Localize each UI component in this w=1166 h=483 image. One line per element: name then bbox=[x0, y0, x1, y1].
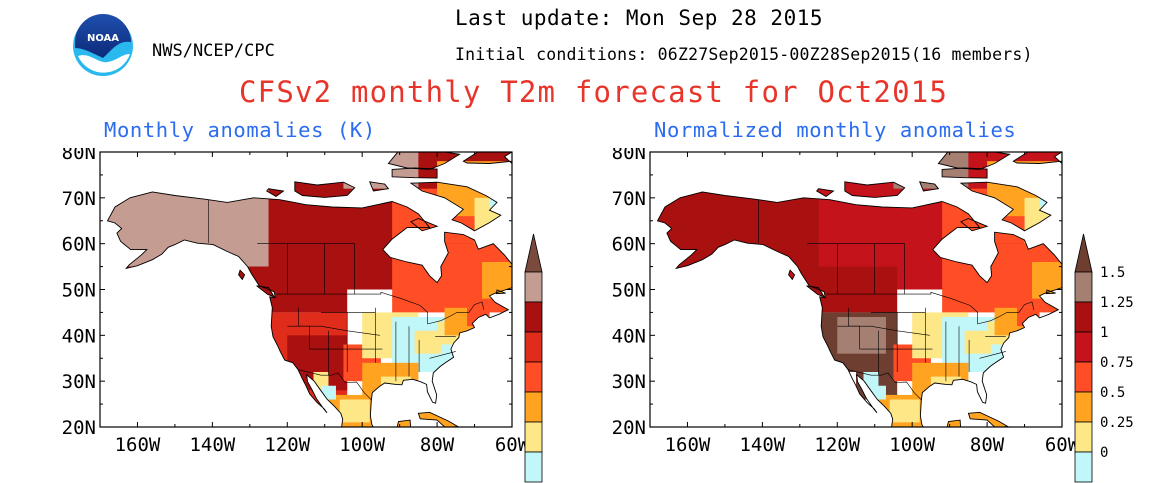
panel-right-title: Normalized monthly anomalies bbox=[654, 118, 1017, 142]
anomaly-cell bbox=[964, 330, 991, 354]
anomaly-map-left: 80N 70N 60N 50N 40N 30N 20N 160W 140W 120W 100W 80W… bbox=[62, 148, 543, 483]
colorbar-segment bbox=[1074, 301, 1093, 333]
colorbar-label: 1.5 bbox=[1100, 265, 1125, 281]
noaa-logo-text: NOAA bbox=[87, 33, 119, 44]
colorbar-label: 0.5 bbox=[1100, 385, 1125, 401]
colorbar-segment bbox=[524, 451, 543, 483]
lon-tick-label: 140W bbox=[739, 434, 785, 456]
coastline bbox=[656, 152, 1062, 427]
colorbar-segment bbox=[524, 391, 543, 423]
colorbar-segment bbox=[1074, 271, 1093, 303]
colorbar-top-arrow bbox=[524, 233, 543, 273]
lon-tick-label: 80W bbox=[970, 434, 1005, 456]
lon-tick-label: 100W bbox=[889, 434, 935, 456]
lon-tick-label: 140W bbox=[189, 434, 235, 456]
coastline bbox=[106, 152, 512, 427]
lat-tick-label: 30N bbox=[62, 371, 96, 393]
noaa-logo-icon: NOAA bbox=[73, 14, 133, 76]
political-borders bbox=[758, 199, 1035, 401]
colorbar-segment bbox=[1074, 391, 1093, 423]
colorbar-segment bbox=[524, 271, 543, 303]
colorbar-segment bbox=[524, 331, 543, 363]
lat-tick-label: 30N bbox=[612, 371, 646, 393]
colorbar: 43210.50 bbox=[524, 233, 543, 483]
panel-left-title: Monthly anomalies (K) bbox=[104, 118, 376, 142]
agency-label: NWS/NCEP/CPC bbox=[152, 41, 275, 61]
colorbar-segment bbox=[524, 301, 543, 333]
lat-tick-label: 80N bbox=[62, 148, 96, 164]
anomaly-cell bbox=[414, 330, 441, 354]
lat-tick-label: 60N bbox=[612, 234, 646, 256]
lat-tick-label: 40N bbox=[612, 325, 646, 347]
lon-tick-label: 100W bbox=[339, 434, 385, 456]
colorbar-segment bbox=[1074, 421, 1093, 453]
anomaly-cell bbox=[889, 399, 920, 423]
colorbar-segment bbox=[1074, 361, 1093, 393]
main-title: CFSv2 monthly T2m forecast for Oct2015 bbox=[239, 75, 949, 109]
colorbar-segment bbox=[524, 361, 543, 393]
colorbar: 1.5 1.25 1 0.75 0.5 0.25 0 bbox=[1074, 233, 1134, 483]
lon-tick-label: 160W bbox=[115, 434, 161, 456]
lat-tick-label: 70N bbox=[612, 188, 646, 210]
lat-tick-label: 40N bbox=[62, 325, 96, 347]
colorbar-label: 1.25 bbox=[1100, 295, 1134, 311]
lat-tick-label: 60N bbox=[62, 234, 96, 256]
anomaly-cell bbox=[837, 317, 886, 354]
lat-tick-label: 50N bbox=[62, 280, 96, 302]
lon-tick-label: 160W bbox=[665, 434, 711, 456]
lat-tick-label: 80N bbox=[612, 148, 646, 164]
initial-conditions-label: Initial conditions: 06Z27Sep2015-00Z28Se… bbox=[455, 45, 1033, 64]
colorbar-label: 0.75 bbox=[1100, 355, 1134, 371]
lon-tick-label: 80W bbox=[420, 434, 455, 456]
colorbar-segment bbox=[1074, 451, 1093, 483]
colorbar-segment bbox=[1074, 331, 1093, 363]
lon-tick-label: 60W bbox=[1045, 434, 1080, 456]
political-borders bbox=[208, 199, 485, 401]
colorbar-segment bbox=[524, 421, 543, 453]
lat-tick-label: 70N bbox=[62, 188, 96, 210]
anomaly-cell bbox=[339, 399, 370, 423]
lon-tick-label: 60W bbox=[495, 434, 530, 456]
colorbar-label: 0.25 bbox=[1100, 415, 1134, 431]
colorbar-top-arrow bbox=[1074, 233, 1093, 273]
lon-tick-label: 120W bbox=[814, 434, 860, 456]
last-update-label: Last update: Mon Sep 28 2015 bbox=[455, 6, 824, 30]
colorbar-label: 0 bbox=[1100, 445, 1108, 461]
lat-tick-label: 20N bbox=[612, 417, 646, 439]
lat-tick-label: 50N bbox=[612, 280, 646, 302]
lon-tick-label: 120W bbox=[264, 434, 310, 456]
colorbar-label: 1 bbox=[1100, 325, 1108, 341]
lat-tick-label: 20N bbox=[62, 417, 96, 439]
